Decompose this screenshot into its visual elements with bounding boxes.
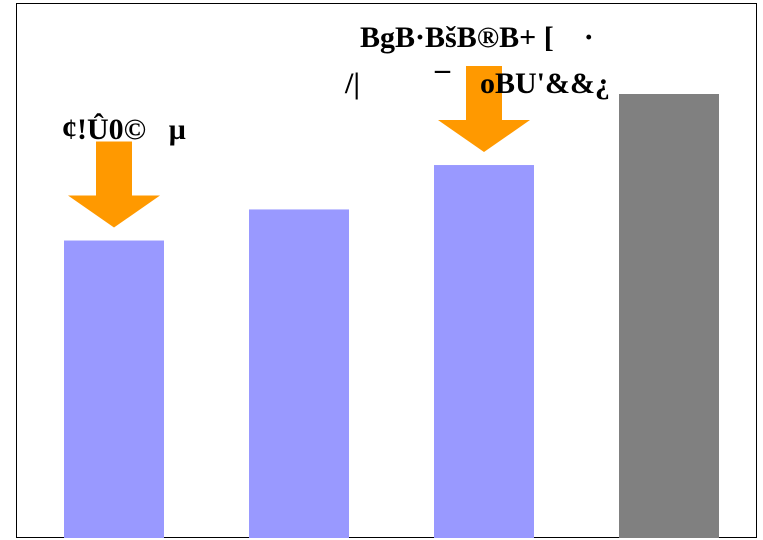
bar-2 <box>249 209 349 538</box>
annotations-layer: ¢!Û0© µ BgB·BšB®B+ [ · /| ¯ oBU'&&¿ <box>62 21 610 146</box>
annotation-bar-1-line-1: ¢!Û0© µ <box>62 113 186 146</box>
down-arrow-icon <box>438 66 530 153</box>
bars-layer <box>64 94 719 539</box>
down-arrow-icon <box>68 141 160 228</box>
bar-4 <box>619 94 719 538</box>
arrows-layer <box>68 66 530 228</box>
annotation-bar-3-line-2: /| ¯ oBU'&&¿ <box>344 67 610 100</box>
bar-1 <box>64 240 164 538</box>
annotation-bar-3-line-1: BgB·BšB®B+ [ · <box>360 21 594 54</box>
bar-3 <box>434 165 534 539</box>
